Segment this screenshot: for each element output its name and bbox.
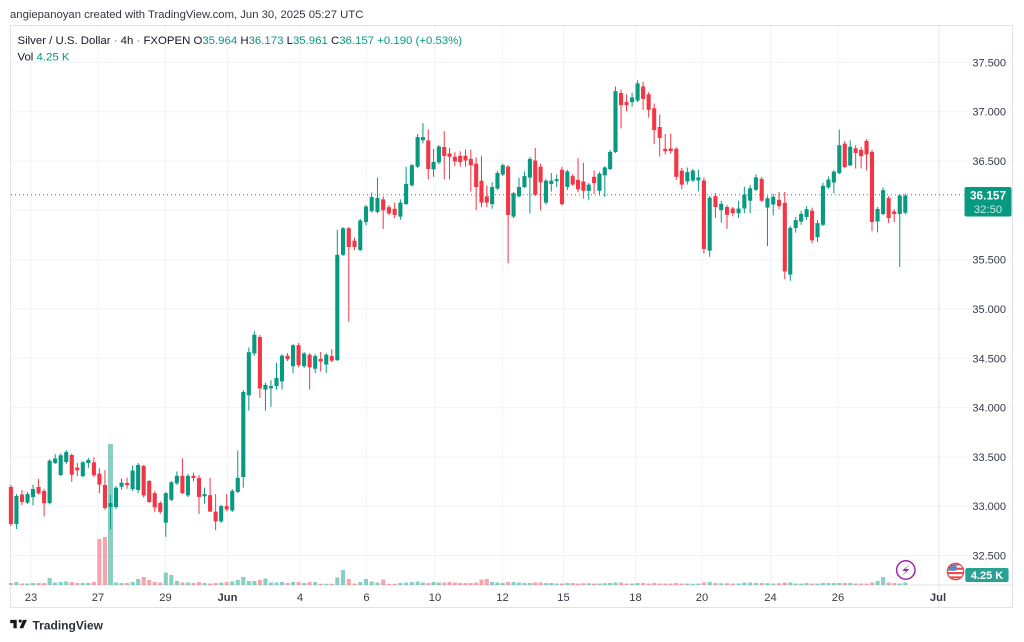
svg-text:36.157: 36.157 — [970, 189, 1007, 203]
svg-text:26: 26 — [832, 592, 844, 604]
svg-text:34.000: 34.000 — [972, 403, 1006, 415]
svg-text:Jun: Jun — [218, 592, 238, 604]
svg-text:33.000: 33.000 — [972, 501, 1006, 513]
svg-text:10: 10 — [429, 592, 441, 604]
svg-text:Jul: Jul — [930, 592, 946, 604]
svg-text:34.500: 34.500 — [972, 353, 1006, 365]
svg-text:Vol 4.25 K: Vol 4.25 K — [18, 52, 70, 64]
svg-text:6: 6 — [363, 592, 369, 604]
svg-text:33.500: 33.500 — [972, 452, 1006, 464]
svg-text:TradingView: TradingView — [33, 618, 104, 632]
svg-text:37.500: 37.500 — [972, 57, 1006, 69]
svg-text:15: 15 — [557, 592, 569, 604]
svg-text:27: 27 — [92, 592, 104, 604]
svg-text:35.500: 35.500 — [972, 255, 1006, 267]
svg-text:32.500: 32.500 — [972, 551, 1006, 563]
svg-text:37.000: 37.000 — [972, 107, 1006, 119]
svg-text:36.500: 36.500 — [972, 156, 1006, 168]
svg-text:32:50: 32:50 — [974, 204, 1002, 216]
svg-text:angiepanoyan created with Trad: angiepanoyan created with TradingView.co… — [10, 9, 363, 21]
svg-text:18: 18 — [629, 592, 641, 604]
svg-text:24: 24 — [764, 592, 776, 604]
svg-text:35.000: 35.000 — [972, 304, 1006, 316]
svg-text:Silver / U.S. Dollar · 4h · FX: Silver / U.S. Dollar · 4h · FXOPEN O35.9… — [18, 35, 463, 47]
svg-text:29: 29 — [159, 592, 171, 604]
svg-text:20: 20 — [696, 592, 708, 604]
svg-text:12: 12 — [496, 592, 508, 604]
svg-text:4.25 K: 4.25 K — [971, 570, 1003, 582]
svg-text:23: 23 — [25, 592, 37, 604]
svg-text:4: 4 — [297, 592, 303, 604]
